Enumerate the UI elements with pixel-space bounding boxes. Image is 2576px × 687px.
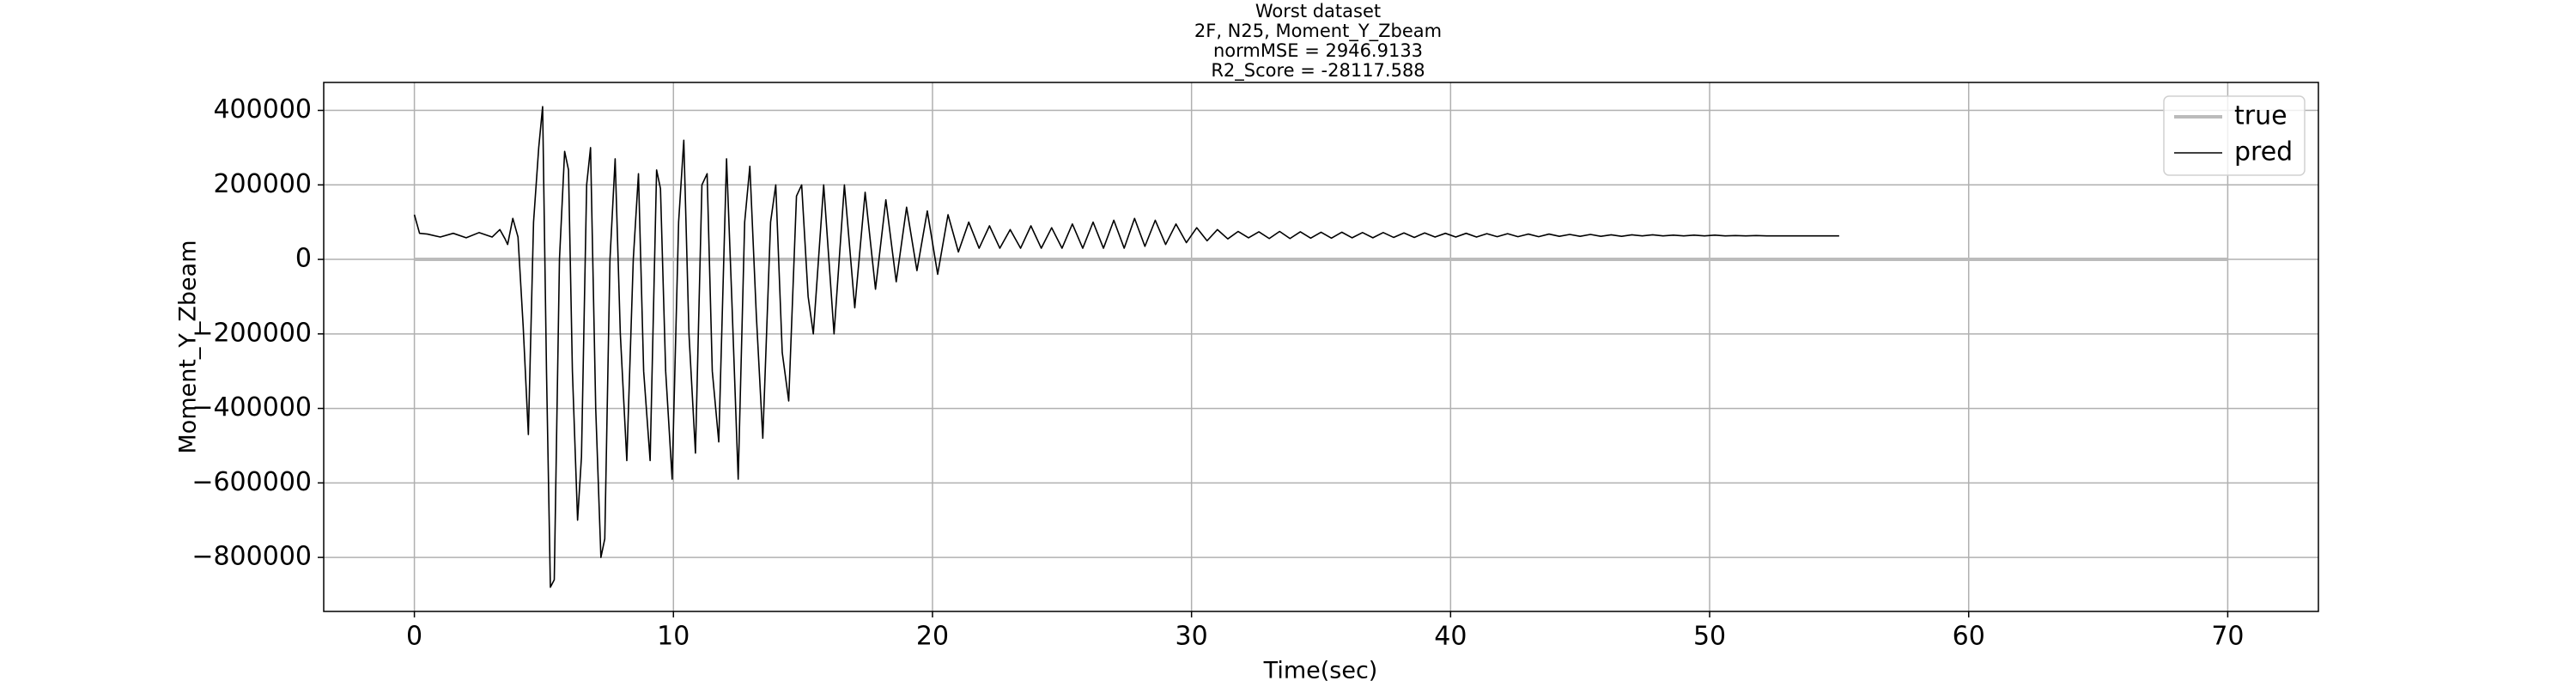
y-tick-label: −400000	[191, 392, 312, 423]
x-tick-label: 20	[916, 622, 949, 652]
plot-frame	[323, 82, 2319, 612]
x-tick-label: 10	[657, 622, 690, 652]
y-tick-label: −800000	[191, 542, 312, 572]
chart-subtitle: 2F, N25, Moment_Y_Zbeam	[1194, 21, 1442, 42]
x-tick-label: 60	[1953, 622, 1985, 652]
y-axis-label: Moment_Y_Zbeam	[175, 240, 202, 453]
y-tick-label: 200000	[213, 169, 312, 199]
legend-label: true	[2234, 101, 2287, 131]
y-tick-label: −600000	[191, 467, 312, 497]
y-tick-label: 0	[295, 244, 312, 274]
x-tick-label: 70	[2211, 622, 2244, 652]
x-axis-label: Time(sec)	[1263, 658, 1378, 684]
x-tick-label: 50	[1693, 622, 1726, 652]
y-tick-label: −200000	[191, 318, 312, 348]
legend-label: pred	[2234, 137, 2293, 167]
x-tick-label: 30	[1176, 622, 1208, 652]
chart-title: Worst dataset	[1255, 1, 1381, 21]
y-tick-label: 400000	[213, 94, 312, 125]
data-line	[413, 106, 1839, 588]
x-tick-label: 0	[406, 622, 422, 652]
x-tick-label: 40	[1434, 622, 1467, 652]
chart-subtitle: R2_Score = -28117.588	[1211, 60, 1425, 82]
chart-subtitle: normMSE = 2946.9133	[1213, 40, 1423, 61]
legend: true pred	[2163, 95, 2306, 176]
